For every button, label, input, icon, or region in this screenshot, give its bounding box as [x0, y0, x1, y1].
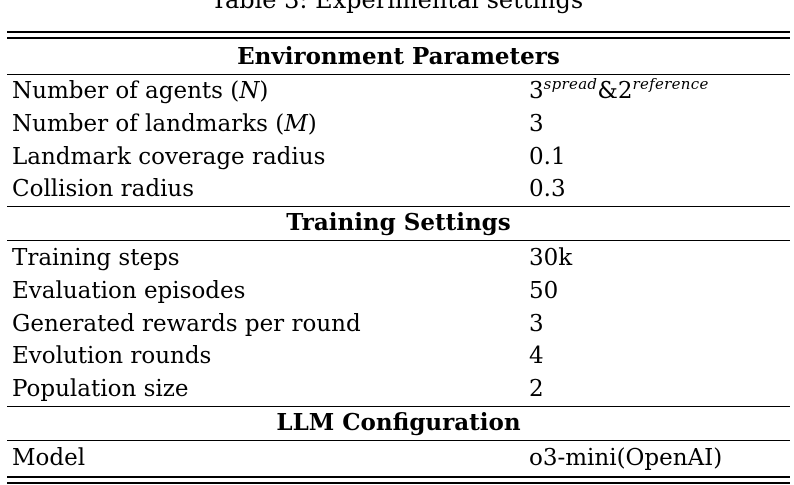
table-caption-clip: Table 3: Experimental settings: [0, 0, 794, 20]
top-rule-2: [7, 37, 790, 39]
row-label: Collision radius: [12, 176, 195, 202]
bottom-rule-1: [7, 476, 790, 478]
row-value: 3spread&2reference: [529, 75, 709, 104]
table-row-evolution-rounds: Evolution rounds 4: [0, 340, 794, 372]
section-rule-llm-top: [7, 406, 790, 408]
top-rule-1: [7, 31, 790, 33]
table-caption: Table 3: Experimental settings: [210, 0, 584, 14]
row-label: Landmark coverage radius: [12, 144, 326, 170]
row-value: 3: [529, 311, 544, 337]
table-row-coverage-radius: Landmark coverage radius 0.1: [0, 141, 794, 173]
section-header-environment: Environment Parameters: [237, 43, 560, 70]
section-header-llm: LLM Configuration: [276, 409, 521, 436]
row-value: 0.3: [529, 176, 566, 202]
row-label: Training steps: [12, 245, 180, 271]
row-value: 2: [529, 376, 544, 402]
table-row-landmarks: Number of landmarks (M) 3: [0, 108, 794, 140]
section-header-training: Training Settings: [286, 209, 511, 236]
row-label: Population size: [12, 376, 189, 402]
section-rule-training-top: [7, 206, 790, 208]
row-label: Evolution rounds: [12, 343, 212, 369]
table-row-training-steps: Training steps 30k: [0, 242, 794, 274]
row-value: 3: [529, 111, 544, 137]
section-rule-llm: [7, 440, 790, 442]
row-label: Number of landmarks (M): [12, 111, 317, 137]
row-value: 30k: [529, 245, 573, 271]
bottom-rule-2: [7, 482, 790, 484]
row-label: Number of agents (N): [12, 78, 269, 104]
row-value: 0.1: [529, 144, 566, 170]
table-row-model: Model o3-mini(OpenAI): [0, 442, 794, 474]
row-label: Generated rewards per round: [12, 311, 361, 337]
row-value: 50: [529, 278, 559, 304]
row-label: Evaluation episodes: [12, 278, 246, 304]
table-row-collision-radius: Collision radius 0.3: [0, 173, 794, 205]
table-row-agents: Number of agents (N) 3spread&2reference: [0, 75, 794, 107]
table-row-population-size: Population size 2: [0, 373, 794, 405]
table-row-generated-rewards: Generated rewards per round 3: [0, 308, 794, 340]
section-rule-environment: [7, 74, 790, 76]
row-value: o3-mini(OpenAI): [529, 445, 723, 471]
row-label: Model: [12, 445, 86, 471]
row-value: 4: [529, 343, 544, 369]
table-row-eval-episodes: Evaluation episodes 50: [0, 275, 794, 307]
section-rule-training: [7, 240, 790, 242]
